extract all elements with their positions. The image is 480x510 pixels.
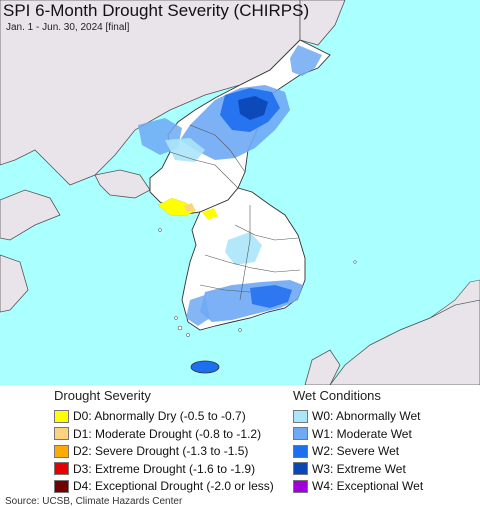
wet-swatch bbox=[293, 444, 308, 458]
wet-w3-north bbox=[238, 96, 268, 120]
wet-legend-label: W3: Extreme Wet bbox=[312, 461, 406, 476]
wet-swatch bbox=[293, 479, 308, 493]
drought-legend-label: D0: Abnormally Dry (-0.5 to -0.7) bbox=[73, 409, 246, 423]
drought-swatch bbox=[54, 444, 69, 458]
drought-swatch bbox=[54, 427, 69, 440]
wet-legend-item: W4: Exceptional Wet bbox=[293, 479, 423, 493]
wet-swatch bbox=[293, 462, 308, 475]
drought-swatch bbox=[54, 409, 69, 423]
wet-legend-item: W0: Abnormally Wet bbox=[293, 409, 420, 423]
jeju-island bbox=[190, 360, 220, 374]
drought-legend-heading: Drought Severity bbox=[54, 388, 151, 403]
island-speckles bbox=[158, 228, 357, 337]
drought-d0-west bbox=[157, 197, 197, 217]
drought-legend-item: D1: Moderate Drought (-0.8 to -1.2) bbox=[54, 427, 261, 441]
drought-legend-item: D0: Abnormally Dry (-0.5 to -0.7) bbox=[54, 409, 246, 423]
wet-w1-northeast bbox=[290, 45, 322, 76]
wet-legend-item: W1: Moderate Wet bbox=[293, 427, 412, 441]
wet-legend-label: W4: Exceptional Wet bbox=[312, 479, 424, 493]
liaodong-peninsula bbox=[94, 169, 151, 199]
wet-w2-south bbox=[250, 285, 292, 308]
wet-w0-west-nk bbox=[165, 138, 205, 162]
wet-legend-label: W2: Severe Wet bbox=[312, 444, 400, 458]
wet-legend-heading: Wet Conditions bbox=[293, 388, 381, 403]
province-borders bbox=[169, 124, 301, 301]
drought-d1-patch bbox=[184, 203, 195, 212]
map-subtitle: Jan. 1 - Jun. 30, 2024 [final] bbox=[6, 22, 130, 33]
drought-swatch bbox=[54, 479, 69, 493]
source-credit: Source: UCSB, Climate Hazards Center bbox=[5, 496, 183, 507]
japan-north-coast bbox=[399, 279, 480, 331]
wet-swatch bbox=[293, 409, 308, 423]
wet-legend-label: W0: Abnormally Wet bbox=[312, 409, 421, 423]
drought-d0-east bbox=[202, 208, 218, 220]
wet-w0-sk-mid bbox=[225, 232, 262, 265]
china-south-coast bbox=[0, 254, 29, 313]
wet-legend-item: W3: Extreme Wet bbox=[293, 462, 406, 476]
drought-legend-item: D3: Extreme Drought (-1.6 to -1.9) bbox=[54, 462, 255, 476]
wet-swatch bbox=[293, 427, 308, 440]
wet-legend-item: W2: Severe Wet bbox=[293, 444, 399, 458]
drought-legend-label: D2: Severe Drought (-1.3 to -1.5) bbox=[73, 444, 249, 458]
drought-map: SPI 6-Month Drought Severity (CHIRPS) Ja… bbox=[0, 0, 480, 385]
japan-kyushu bbox=[304, 349, 341, 385]
drought-legend-item: D2: Severe Drought (-1.3 to -1.5) bbox=[54, 444, 248, 458]
map-canvas bbox=[0, 0, 480, 385]
shandong-land bbox=[0, 189, 61, 241]
drought-swatch bbox=[54, 462, 69, 475]
russia-land bbox=[299, 0, 346, 46]
drought-legend-label: D3: Extreme Drought (-1.6 to -1.9) bbox=[73, 461, 256, 476]
wet-legend-label: W1: Moderate Wet bbox=[312, 426, 412, 441]
wet-w1-southwest bbox=[186, 295, 210, 326]
map-title: SPI 6-Month Drought Severity (CHIRPS) bbox=[3, 1, 310, 20]
drought-legend-item: D4: Exceptional Drought (-2.0 or less) bbox=[54, 479, 274, 493]
legend: Drought Severity Wet Conditions D0: Abno… bbox=[0, 385, 480, 493]
drought-legend-label: D1: Moderate Drought (-0.8 to -1.2) bbox=[73, 426, 262, 441]
drought-legend-label: D4: Exceptional Drought (-2.0 or less) bbox=[73, 479, 274, 493]
